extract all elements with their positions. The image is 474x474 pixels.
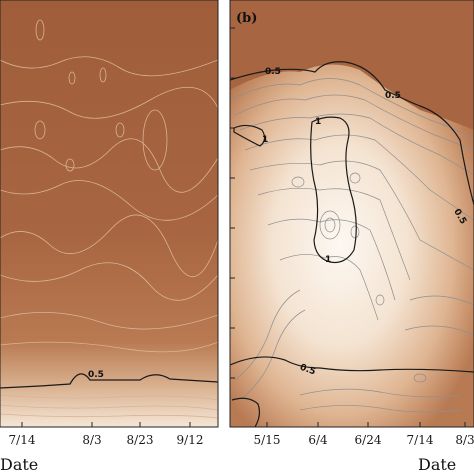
panel-b-contour-0.5-bottom	[230, 356, 474, 373]
panel-b-x-tick-label-1: 6/4	[308, 433, 328, 447]
panel-b-x-tick-label-0: 5/15	[254, 433, 281, 447]
panel-a-x-tick-label-1: 8/3	[82, 433, 101, 447]
panel-b-label: (b)	[236, 11, 257, 26]
panel-b-contours	[230, 78, 474, 413]
panel-a-x-axis: 7/14 8/3 8/23 9/12	[9, 422, 204, 447]
panel-a-x-tick-label-3: 9/12	[177, 433, 204, 447]
panel-a-contour-label-1: 0.5	[88, 370, 104, 380]
panel-b-contour-label-7: 1	[325, 255, 331, 265]
panel-b-x-tick-label-2: 6/24	[355, 433, 382, 447]
panel-b-x-tick-label-4: 8/3	[455, 433, 474, 447]
panel-b-contour-1-center	[310, 116, 357, 264]
panel-b-x-tick-label-3: 7/14	[407, 433, 434, 447]
panel-a-x-tick-label-0: 7/14	[9, 433, 36, 447]
panel-b-contour-label-5: 1	[315, 117, 321, 127]
panel-a-plot-area	[0, 0, 218, 427]
panel-b-contour-0.5-top	[230, 61, 474, 206]
panel-b-x-axis: 5/15 6/4 6/24 7/14 8/3	[254, 422, 474, 447]
panel-a: 0.5	[0, 0, 219, 428]
panel-a-x-axis-title: Date	[0, 455, 38, 474]
panel-a-contour-0.5	[0, 373, 218, 389]
panel-b-x-axis-title: Date	[418, 455, 456, 474]
panel-b-frame	[229, 0, 474, 428]
panel-b-y-ticks	[230, 27, 235, 379]
panel-b: 0.5 0.5 0.5 0.5 1 1 1 (b)	[229, 0, 474, 428]
panel-b-contour-label-1: 0.5	[265, 67, 281, 77]
panel-b-contour-label-6: 1	[262, 135, 268, 145]
panel-b-key-contours	[230, 61, 474, 427]
panel-b-contour-label-2: 0.5	[385, 91, 401, 101]
panel-b-contour-0.5-bottomleft	[231, 397, 261, 427]
panel-a-x-tick-label-2: 8/23	[127, 433, 154, 447]
panel-a-contours	[0, 19, 218, 419]
panel-a-frame	[0, 0, 219, 428]
panel-b-contour-1-left	[233, 124, 266, 147]
panel-b-light-region	[230, 64, 474, 427]
